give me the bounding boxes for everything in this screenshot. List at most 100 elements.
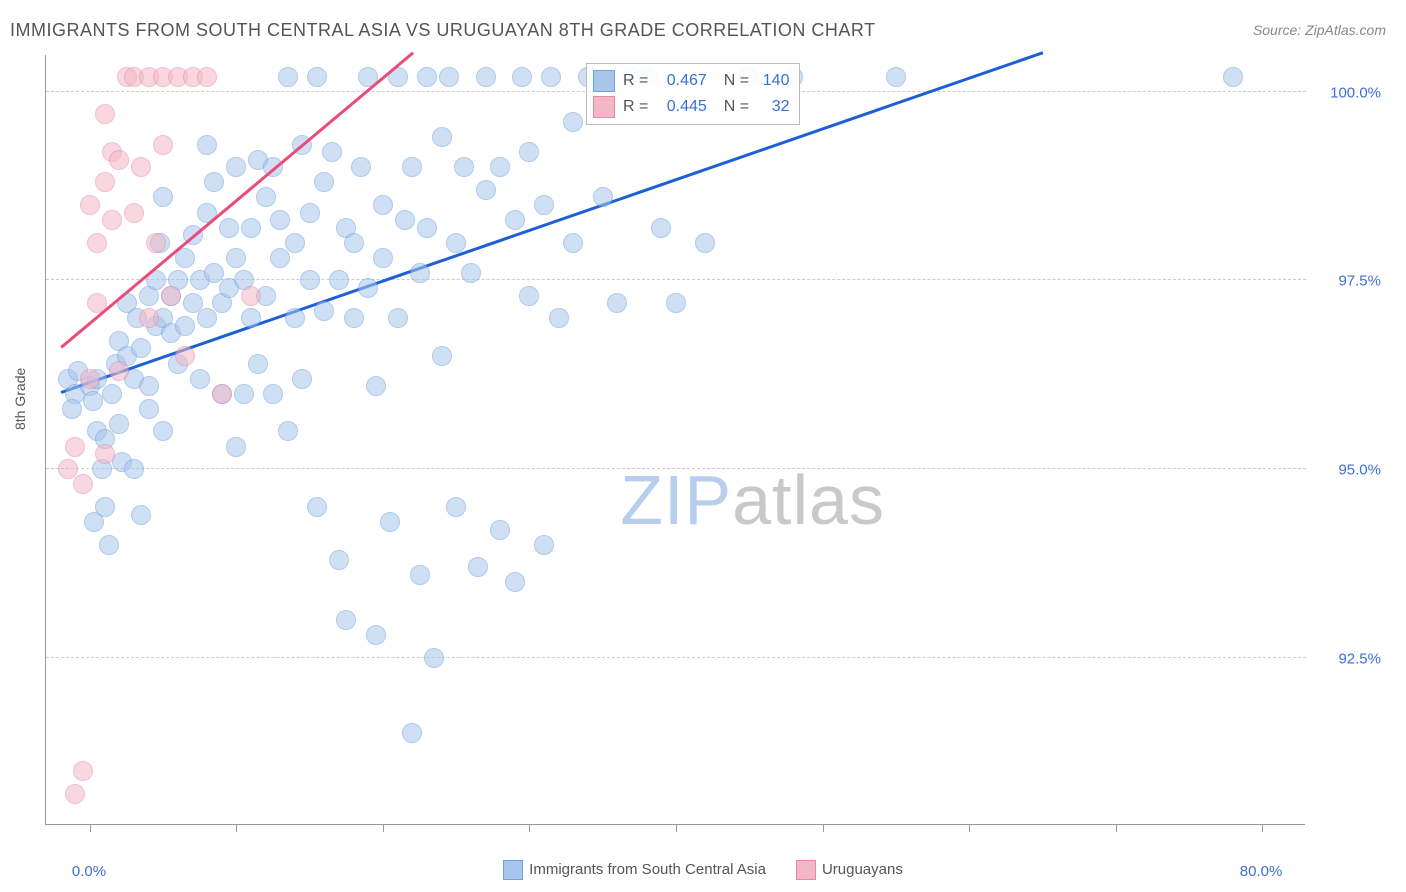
data-point	[505, 572, 525, 592]
x-tick	[236, 824, 237, 832]
data-point	[212, 384, 232, 404]
data-point	[204, 172, 224, 192]
data-point	[651, 218, 671, 238]
x-tick	[823, 824, 824, 832]
data-point	[197, 308, 217, 328]
data-point	[131, 505, 151, 525]
data-point	[329, 270, 349, 290]
data-point	[80, 369, 100, 389]
data-point	[329, 550, 349, 570]
y-tick-label: 92.5%	[1338, 650, 1381, 667]
x-tick	[969, 824, 970, 832]
data-point	[226, 157, 246, 177]
data-point	[563, 233, 583, 253]
data-point	[226, 248, 246, 268]
data-point	[417, 67, 437, 87]
data-point	[109, 150, 129, 170]
x-tick	[529, 824, 530, 832]
data-point	[534, 195, 554, 215]
data-point	[373, 248, 393, 268]
trend-line	[60, 52, 413, 348]
data-point	[534, 535, 554, 555]
x-tick	[90, 824, 91, 832]
data-point	[102, 210, 122, 230]
data-point	[307, 497, 327, 517]
data-point	[102, 384, 122, 404]
legend-r-label: R = 0.445	[623, 98, 707, 116]
data-point	[256, 187, 276, 207]
legend-r-label: R = 0.467	[623, 72, 707, 90]
y-axis-label: 8th Grade	[12, 368, 28, 430]
data-point	[410, 263, 430, 283]
x-tick-label: 0.0%	[72, 863, 106, 880]
data-point	[278, 421, 298, 441]
data-point	[73, 761, 93, 781]
data-point	[519, 286, 539, 306]
data-point	[248, 354, 268, 374]
data-point	[410, 565, 430, 585]
legend-n-label: N = 32	[715, 98, 790, 116]
data-point	[454, 157, 474, 177]
data-point	[366, 376, 386, 396]
legend-n-label: N = 140	[715, 72, 790, 90]
data-point	[153, 187, 173, 207]
data-point	[402, 157, 422, 177]
data-point	[461, 263, 481, 283]
data-point	[270, 210, 290, 230]
data-point	[190, 369, 210, 389]
data-point	[73, 474, 93, 494]
data-point	[300, 203, 320, 223]
data-point	[83, 391, 103, 411]
data-point	[314, 301, 334, 321]
data-point	[358, 278, 378, 298]
data-point	[139, 376, 159, 396]
data-point	[175, 248, 195, 268]
data-point	[241, 218, 261, 238]
data-point	[95, 172, 115, 192]
source-label: Source: ZipAtlas.com	[1253, 22, 1386, 38]
data-point	[541, 67, 561, 87]
data-point	[139, 399, 159, 419]
data-point	[344, 308, 364, 328]
data-point	[336, 610, 356, 630]
legend-swatch	[593, 70, 615, 92]
data-point	[417, 218, 437, 238]
data-point	[666, 293, 686, 313]
grid-line	[46, 657, 1306, 658]
legend-label: Uruguayans	[822, 861, 903, 878]
data-point	[131, 157, 151, 177]
data-point	[607, 293, 627, 313]
data-point	[432, 127, 452, 147]
legend-swatch	[593, 96, 615, 118]
data-point	[476, 67, 496, 87]
data-point	[285, 233, 305, 253]
data-point	[278, 67, 298, 87]
data-point	[270, 248, 290, 268]
bottom-legend-item: Uruguayans	[796, 860, 903, 880]
x-axis-legend: Immigrants from South Central Asia Urugua…	[0, 860, 1406, 880]
data-point	[476, 180, 496, 200]
data-point	[197, 67, 217, 87]
data-point	[307, 67, 327, 87]
x-tick	[1262, 824, 1263, 832]
data-point	[695, 233, 715, 253]
data-point	[153, 421, 173, 441]
data-point	[468, 557, 488, 577]
data-point	[388, 308, 408, 328]
data-point	[505, 210, 525, 230]
data-point	[512, 67, 532, 87]
stats-legend: R = 0.467 N = 140 R = 0.445 N = 32	[586, 63, 800, 125]
x-tick	[676, 824, 677, 832]
legend-swatch	[503, 860, 523, 880]
data-point	[300, 270, 320, 290]
data-point	[153, 135, 173, 155]
data-point	[1223, 67, 1243, 87]
bottom-legend-item: Immigrants from South Central Asia	[503, 860, 766, 880]
data-point	[439, 67, 459, 87]
data-point	[373, 195, 393, 215]
data-point	[95, 444, 115, 464]
data-point	[549, 308, 569, 328]
data-point	[490, 520, 510, 540]
data-point	[80, 195, 100, 215]
data-point	[351, 157, 371, 177]
